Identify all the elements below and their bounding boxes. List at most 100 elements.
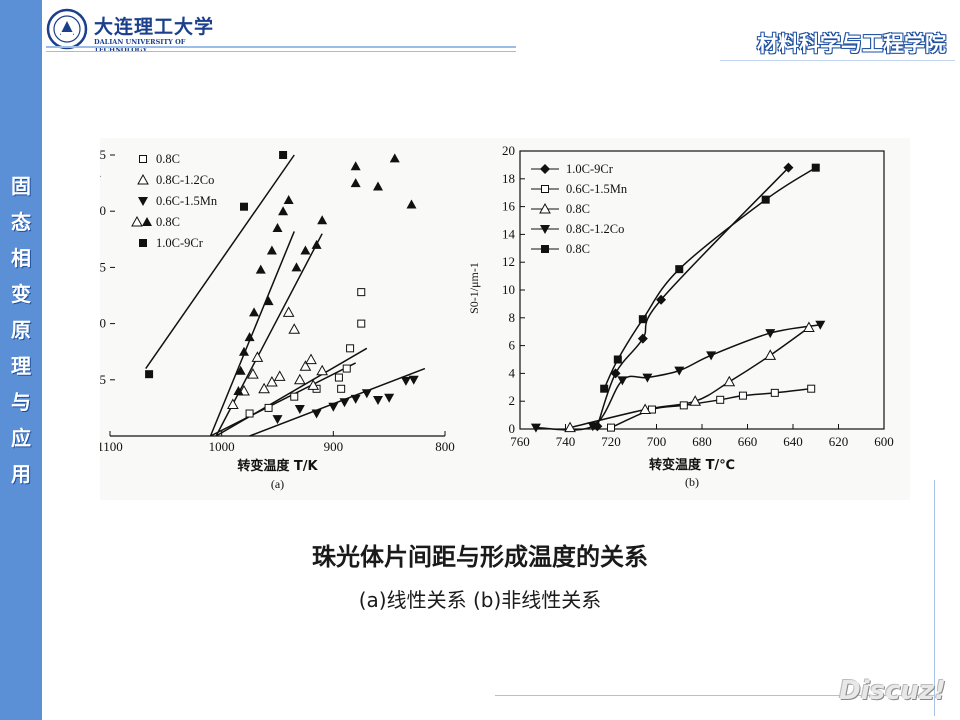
sidebar-char: 原 [11,318,31,342]
chart-a-data-point [339,398,350,408]
chart-b-y-tick-label: 10 [502,282,515,297]
chart-a-legend-item-marker [142,217,152,226]
chart-a-fit-line [145,154,295,369]
chart-a-data-point [342,364,351,373]
figure-panel: 11001000900800510152025转变温度 T/K(a)0.8C0.… [100,138,910,500]
chart-b-x-tick-label: 680 [692,434,712,449]
chart-a-data-point [247,368,259,379]
chart-b-data-point [564,421,576,433]
chart-a-y-axis-label: S0-1/μm-1 [100,152,101,204]
chart-b-y-tick-label: 14 [502,226,516,241]
chart-b-data-point [679,401,688,410]
chart-a-data-point [357,319,366,328]
chart-a-y-tick-label: 20 [100,203,106,218]
chart-b-series-line [535,324,821,431]
header-rule [46,46,516,48]
chart-b-data-point [807,384,816,393]
chart-a-x-tick-label: 800 [435,439,455,454]
chart-b-x-tick-label: 720 [601,434,621,449]
chart-b-data-point [637,333,648,344]
sidebar-title: 固 态 相 变 原 理 与 应 用 [0,168,42,492]
chart-a-data-point [305,353,317,365]
chart-a-data-point [294,405,305,415]
chart-a-data-point [316,364,329,376]
chart-a-data-point [258,382,270,394]
chart-a-legend-item-marker [139,239,147,247]
chart-b-data-point [617,376,628,386]
chart-b-legend-item-marker [541,245,549,253]
chart-a-data-point [235,365,246,375]
chart-b-data-point [811,163,820,172]
sidebar-char: 态 [11,210,31,234]
chart-a-data-point [226,398,239,410]
chart-b-data-point [765,329,776,339]
chart-a-panel-label: (a) [271,477,284,491]
chart-a-data-point [350,161,361,171]
chart-a-data-point [384,393,395,403]
chart-b-legend-item-marker [540,225,550,234]
chart-b-legend-label: 0.8C [566,202,590,216]
chart-b-x-axis-label: 转变温度 T/℃ [649,457,735,473]
chart-b-legend-item-marker [540,164,550,174]
chart-b-data-point [723,375,736,387]
chart-a-data-point [266,245,277,255]
chart-a-data-point [240,202,248,211]
chart-a-data-point [288,323,301,334]
chart-a-legend-label: 0.6C-1.5Mn [156,194,218,208]
figure-caption: 珠光体片间距与形成温度的关系 [312,543,648,571]
chart-b-series-line [610,387,812,429]
university-seal-icon [46,8,88,50]
chart-b-series-line [569,326,810,429]
chart-a-data-point [311,409,322,419]
chart-b-data-point [610,368,621,379]
chart-a-data-point [233,386,244,396]
chart-a-data-point [290,392,299,401]
chart-a-legend-label: 1.0C-9Cr [156,236,204,250]
chart-a-x-tick-label: 1000 [209,439,235,454]
chart-a-data-point [350,394,361,404]
chart-a-data-point [317,215,328,225]
department-title: 材料科学与工程学院 [757,31,946,56]
chart-b-legend-item-marker [541,185,549,193]
chart-a-data-point [272,223,283,233]
sidebar-char: 相 [11,246,31,270]
chart-b-data-point [613,355,622,364]
chart-a-legend-label: 0.8C [156,152,180,166]
chart-b-data-point [639,403,651,415]
chart-b-x-tick-label: 620 [829,434,849,449]
chart-a-legend-item-marker [137,173,149,185]
sidebar-char: 理 [11,354,31,378]
chart-a-fit-line [249,367,426,437]
chart-a-fit-line [209,231,295,437]
chart-a-data-point [272,415,283,425]
chart-a-data-point [264,403,273,412]
department-rule [720,60,955,61]
chart-b-data-point [689,395,702,406]
watermark: Discuz! [839,676,946,706]
chart-b-data-point [770,388,779,397]
chart-a-legend-item-marker [138,197,148,206]
chart-a-data-point [291,262,302,272]
chart-b-data-point [675,265,684,274]
chart-b-y-tick-label: 8 [509,310,516,325]
chart-a-data-point [408,375,419,385]
chart-a-legend-item-marker [139,155,147,163]
chart-b-data-point [815,320,826,330]
chart-b-panel-label: (b) [685,475,699,489]
sidebar-char: 应 [11,426,31,450]
chart-b-data-point [706,351,717,361]
chart-b-y-tick-label: 0 [509,421,516,436]
chart-b-legend-item-marker [539,202,551,214]
chart-a-data-point [337,384,346,393]
chart-a-data-point [350,178,361,188]
chart-a-data-point [279,151,288,159]
corner-rule [495,695,935,696]
chart-a-data-point [249,307,260,317]
chart-a-y-tick-label: 25 [100,147,106,162]
chart-a-data-point [244,332,255,342]
chart-b-x-tick-label: 740 [556,434,576,449]
chart-b-data-point [638,315,647,324]
chart-a-data-point [373,181,383,191]
chart-a-legend-label: 0.8C [156,215,180,229]
chart-a-data-point [334,373,343,382]
